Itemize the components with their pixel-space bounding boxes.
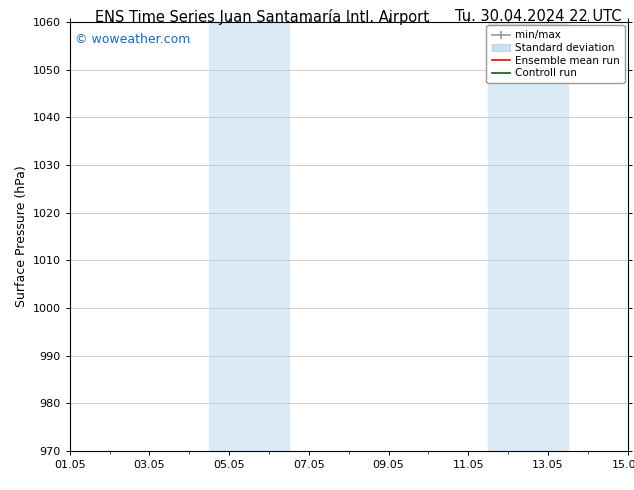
Text: ENS Time Series Juan Santamaría Intl. Airport: ENS Time Series Juan Santamaría Intl. Ai… [95,9,429,25]
Text: Tu. 30.04.2024 22 UTC: Tu. 30.04.2024 22 UTC [455,9,621,24]
Bar [209,22,289,451]
Text: © woweather.com: © woweather.com [75,33,191,46]
Legend: min/max, Standard deviation, Ensemble mean run, Controll run: min/max, Standard deviation, Ensemble me… [486,25,624,83]
Y-axis label: Surface Pressure (hPa): Surface Pressure (hPa) [15,166,29,307]
Bar [488,22,568,451]
